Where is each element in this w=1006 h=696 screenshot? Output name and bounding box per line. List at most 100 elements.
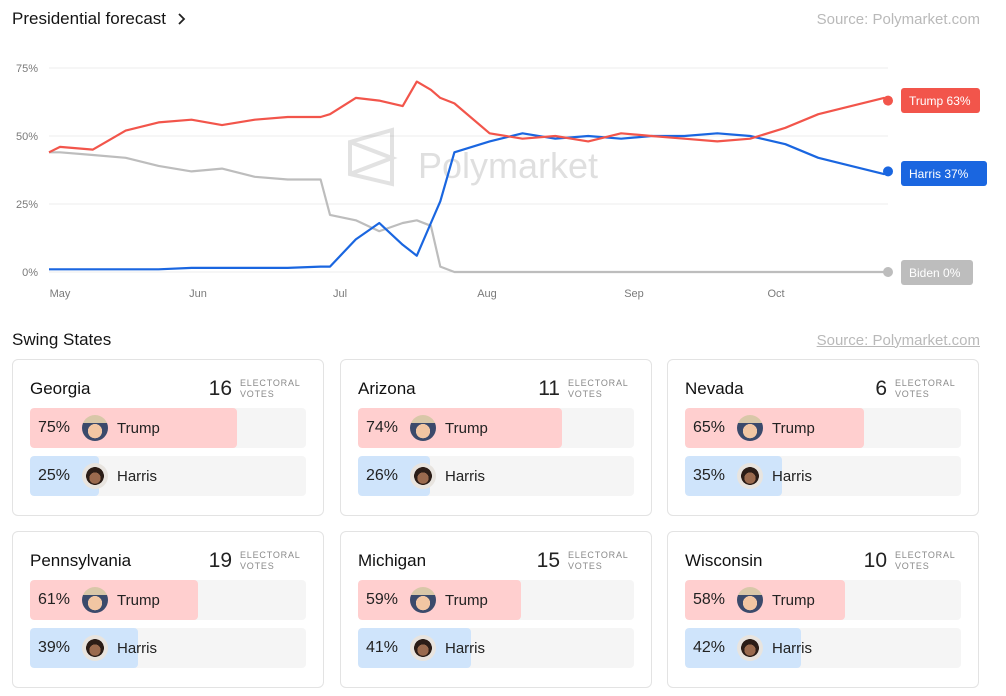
series-line-trump[interactable] xyxy=(48,80,889,154)
y-tick-label: 50% xyxy=(16,131,38,143)
y-tick-label: 0% xyxy=(22,267,38,279)
harris-percent: 42% xyxy=(693,639,726,656)
harris-percent: 26% xyxy=(366,467,399,484)
x-tick-label: Jul xyxy=(333,288,347,300)
harris-avatar xyxy=(410,635,436,661)
harris-name: Harris xyxy=(772,467,812,485)
trump-avatar xyxy=(737,415,763,441)
harris-name: Harris xyxy=(117,639,157,657)
state-card-georgia[interactable]: Georgia 16 ELECTORAL VOTES 75% Trump 25% Harri… xyxy=(12,359,324,516)
trump-percent: 75% xyxy=(38,419,71,436)
chevron-right-icon xyxy=(178,13,186,25)
state-card-header: Nevada 6 ELECTORAL VOTES xyxy=(685,374,961,404)
harris-avatar xyxy=(410,463,436,489)
end-label-biden: Biden 0% xyxy=(901,260,973,285)
harris-odds-row[interactable]: 39% Harris xyxy=(30,628,306,668)
electoral-votes-label: ELECTORAL VOTES xyxy=(568,378,629,399)
series-endpoint-harris xyxy=(883,166,893,177)
harris-percent: 25% xyxy=(38,467,71,484)
trump-avatar xyxy=(410,415,436,441)
trump-name: Trump xyxy=(445,419,488,437)
state-card-michigan[interactable]: Michigan 15 ELECTORAL VOTES 59% Trump 41% Harr… xyxy=(340,531,652,688)
x-tick-label: May xyxy=(50,288,71,300)
trump-name: Trump xyxy=(117,419,160,437)
harris-percent: 35% xyxy=(693,467,726,484)
trump-name: Trump xyxy=(117,591,160,609)
state-card-pennsylvania[interactable]: Pennsylvania 19 ELECTORAL VOTES 61% Trump 39%… xyxy=(12,531,324,688)
state-card-header: Wisconsin 10 ELECTORAL VOTES xyxy=(685,546,961,576)
harris-odds-row[interactable]: 42% Harris xyxy=(685,628,961,668)
harris-odds-bar xyxy=(685,456,782,496)
trump-percent: 59% xyxy=(366,591,399,608)
trump-odds-row[interactable]: 61% Trump xyxy=(30,580,306,620)
forecast-chart: Polymarket 75% 50% 25% 0% May Jun Jul Aug Sep Oc… xyxy=(16,63,987,300)
trump-name: Trump xyxy=(445,591,488,609)
trump-name: Trump xyxy=(772,419,815,437)
state-name: Nevada xyxy=(685,379,744,398)
x-tick-label: Oct xyxy=(767,288,784,300)
state-card-header: Georgia 16 ELECTORAL VOTES xyxy=(30,374,306,404)
polymarket-logo-icon xyxy=(348,127,398,187)
trump-percent: 74% xyxy=(366,419,399,436)
x-tick-label: Aug xyxy=(477,288,497,300)
state-card-header: Michigan 15 ELECTORAL VOTES xyxy=(358,546,634,576)
y-tick-label: 25% xyxy=(16,199,38,211)
trump-avatar xyxy=(737,587,763,613)
harris-name: Harris xyxy=(445,467,485,485)
state-card-arizona[interactable]: Arizona 11 ELECTORAL VOTES 74% Trump 26% Harri… xyxy=(340,359,652,516)
electoral-votes-label: ELECTORAL VOTES xyxy=(240,378,301,399)
harris-odds-row[interactable]: 35% Harris xyxy=(685,456,961,496)
series-line-biden[interactable] xyxy=(49,151,888,274)
series-endpoint-biden xyxy=(883,267,893,277)
trump-odds-bar xyxy=(358,408,563,448)
trump-odds-bar xyxy=(685,580,846,620)
harris-odds-row[interactable]: 41% Harris xyxy=(358,628,634,668)
state-name: Georgia xyxy=(30,379,91,398)
harris-odds-row[interactable]: 26% Harris xyxy=(358,456,634,496)
trump-percent: 65% xyxy=(693,419,726,436)
forecast-title: Presidential forecast xyxy=(12,9,167,28)
y-tick-label: 75% xyxy=(16,63,38,75)
trump-percent: 58% xyxy=(693,591,726,608)
harris-name: Harris xyxy=(445,639,485,657)
electoral-votes-label: ELECTORAL VOTES xyxy=(895,378,956,399)
end-label-text: Biden 0% xyxy=(909,266,961,280)
electoral-votes-count: 16 xyxy=(208,377,232,400)
trump-odds-row[interactable]: 75% Trump xyxy=(30,408,306,448)
harris-odds-row[interactable]: 25% Harris xyxy=(30,456,306,496)
forecast-header: Presidential forecast Source: Polymarket… xyxy=(12,8,980,30)
harris-avatar xyxy=(82,635,108,661)
harris-avatar xyxy=(737,635,763,661)
trump-odds-bar xyxy=(358,580,521,620)
end-label-text: Harris 37% xyxy=(909,167,969,181)
state-card-wisconsin[interactable]: Wisconsin 10 ELECTORAL VOTES 58% Trump 42% Har… xyxy=(667,531,979,688)
electoral-votes-count: 19 xyxy=(208,549,232,572)
watermark: Polymarket xyxy=(348,127,598,187)
swing-title: Swing States xyxy=(12,330,112,349)
trump-odds-row[interactable]: 74% Trump xyxy=(358,408,634,448)
electoral-votes-label: ELECTORAL VOTES xyxy=(568,550,629,571)
end-label-trump: Trump 63% xyxy=(901,88,980,113)
harris-avatar xyxy=(82,463,108,489)
end-label-text: Trump 63% xyxy=(909,94,971,108)
end-label-harris: Harris 37% xyxy=(901,161,987,186)
trump-percent: 61% xyxy=(38,591,71,608)
trump-name: Trump xyxy=(772,591,815,609)
state-card-nevada[interactable]: Nevada 6 ELECTORAL VOTES 65% Trump 35% Harris xyxy=(667,359,979,516)
forecast-source: Source: Polymarket.com xyxy=(816,10,980,28)
forecast-title-link[interactable]: Presidential forecast xyxy=(12,9,188,29)
trump-odds-row[interactable]: 58% Trump xyxy=(685,580,961,620)
trump-odds-row[interactable]: 65% Trump xyxy=(685,408,961,448)
electoral-votes-label: ELECTORAL VOTES xyxy=(895,550,956,571)
trump-odds-row[interactable]: 59% Trump xyxy=(358,580,634,620)
trump-odds-bar xyxy=(30,408,237,448)
series-line-harris[interactable] xyxy=(49,132,889,271)
electoral-votes-count: 11 xyxy=(538,377,560,400)
state-name: Wisconsin xyxy=(685,551,763,570)
electoral-votes-count: 10 xyxy=(863,549,887,572)
trump-odds-bar xyxy=(30,580,199,620)
trump-avatar xyxy=(410,587,436,613)
harris-percent: 41% xyxy=(366,639,399,656)
swing-source-link[interactable]: Source: Polymarket.com xyxy=(816,331,980,349)
state-name: Arizona xyxy=(358,379,416,398)
